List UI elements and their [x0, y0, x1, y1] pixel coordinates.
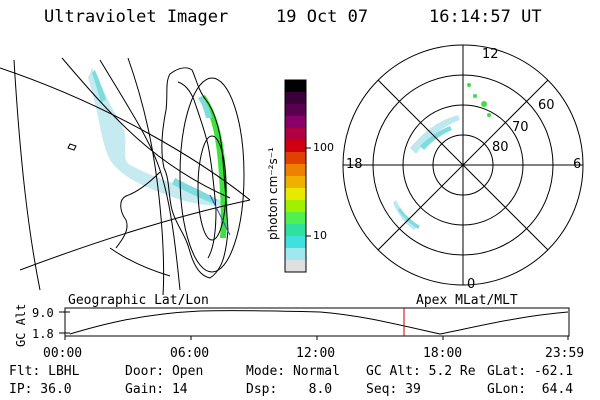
terminator-line [209, 194, 231, 236]
colorbar-segment [285, 260, 306, 273]
info-seq: Seq: 39 [366, 382, 421, 397]
timeline-left-title: Geographic Lat/Lon [68, 293, 209, 308]
colorbar-segment [285, 92, 306, 105]
info-gcalt: GC Alt: 5.2 Re [366, 364, 476, 379]
colorbar-segment [285, 212, 306, 225]
colorbar-tick-100: 100 [313, 141, 334, 154]
info-dsp: Dsp: 8.0 [246, 382, 333, 397]
altitude-curve [69, 310, 569, 335]
time-label: 16:14:57 UT [429, 7, 542, 27]
coastlines [67, 67, 229, 279]
timeline-xtick-3: 18:00 [423, 346, 463, 361]
aurora-band-green [198, 95, 228, 238]
timeline-right-title: Apex MLat/MLT [416, 293, 518, 308]
polar-label-60: 60 [538, 98, 555, 113]
timeline-ytick-bottom: 1.8 [32, 327, 54, 341]
polar-label-0: 0 [467, 277, 476, 292]
info-flt: Flt: LBHL [9, 364, 80, 379]
colorbar-tick-10: 10 [313, 229, 327, 242]
colorbar-segment [285, 128, 306, 141]
app-title: Ultraviolet Imager [44, 7, 229, 27]
timeline-xtick-2: 12:00 [296, 346, 336, 361]
colorbar-segment [285, 188, 306, 201]
timeline-xtick-1: 06:00 [170, 346, 210, 361]
info-gain: Gain: 14 [125, 382, 188, 397]
colorbar-segment [285, 248, 306, 261]
date-label: 19 Oct 07 [276, 7, 369, 27]
timeline-xtick-4: 23:59 [545, 346, 585, 361]
polar-label-12: 12 [482, 47, 499, 62]
colorbar-segment [285, 140, 306, 153]
info-ip: IP: 36.0 [9, 382, 72, 397]
colorbar-segment [285, 236, 306, 249]
colorbar-segment [285, 224, 306, 237]
colorbar-segment [285, 80, 306, 93]
timeline-ytick-top: 9.0 [32, 306, 54, 320]
colorbar-segment [285, 152, 306, 165]
colorbar-segment [285, 164, 306, 177]
colorbar-segment [285, 176, 306, 189]
colorbar-segment [285, 104, 306, 117]
colorbar-segment [285, 116, 306, 129]
polar-label-6: 6 [573, 157, 582, 172]
timeline-xtick-0: 00:00 [43, 346, 83, 361]
info-door: Door: Open [125, 364, 204, 379]
polar-label-80: 80 [492, 140, 509, 155]
map-grid [0, 57, 251, 296]
timeline-xticks [64, 336, 569, 340]
polar-label-18: 18 [346, 157, 363, 172]
polar-grid [342, 44, 584, 286]
polar-aurora-bright [467, 83, 491, 117]
aurora-arc-left [88, 68, 222, 206]
colorbar-segment [285, 200, 306, 213]
polar-label-70: 70 [512, 120, 529, 135]
info-glat: GLat: -62.1 [487, 364, 574, 379]
info-mode: Mode: Normal [246, 364, 340, 379]
aurora-arc-left-bright [92, 70, 218, 204]
info-glon: GLon: 64.4 [487, 382, 574, 397]
